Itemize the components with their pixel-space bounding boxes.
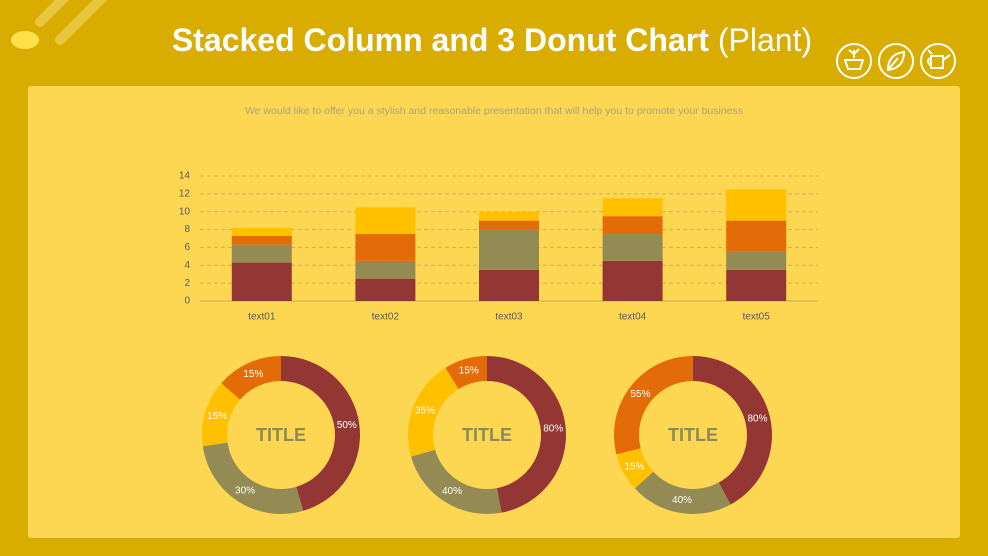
bar-segment [355,234,416,261]
bar-segment [231,262,292,301]
donut-slice [614,356,693,455]
icon-leaf [878,43,914,79]
y-tick-label: 4 [184,260,190,271]
data-label: 55% [631,389,651,400]
data-label: 35% [415,406,435,417]
icon-plant-pot-shape [843,48,865,70]
donut-slice [202,383,241,447]
data-label: 40% [442,486,462,497]
donut-slice [202,442,304,514]
bar-segment [355,260,416,279]
data-label: 40% [672,495,692,506]
x-tick-label: text05 [743,312,771,323]
donut-slice [487,356,567,513]
bar-segment [231,244,292,263]
bar-segment [479,269,539,301]
icon-watering-can-shape [927,49,951,69]
icons [836,43,956,79]
bar-segment [355,278,416,301]
y-tick-label: 12 [179,188,191,199]
title-main: Stacked Column and 3 Donut Chart [172,22,709,58]
x-tick-label: text03 [495,312,523,323]
y-tick-label: 0 [184,296,190,307]
decoration [11,31,39,49]
donut-slice [445,356,487,390]
data-label: 30% [235,486,255,497]
decoration [35,0,70,27]
donut-title: TITLE [256,425,306,445]
bar-segment [602,216,663,235]
data-label: 15% [459,366,479,377]
bar-segment [726,220,787,252]
bar-segment [355,207,416,235]
y-tick-label: 2 [184,278,190,289]
y-tick-label: 8 [184,224,190,235]
donut-title: TITLE [668,425,718,445]
donut-slice [411,449,502,514]
donut-slice [407,367,459,457]
bar-segment [602,234,663,261]
bar-segment [479,211,539,221]
bar-segment [726,269,787,301]
bar-segment [726,251,787,270]
bar-segment [602,198,663,217]
title-suffix: (Plant) [718,22,812,58]
bar-segment [231,235,292,245]
y-tick-label: 6 [184,242,190,253]
content-panel [28,86,960,538]
data-label: 80% [543,424,563,435]
slide-title: Stacked Column and 3 Donut Chart (Plant) [172,22,812,58]
x-tick-label: text01 [248,312,276,323]
x-tick-label: text02 [372,312,400,323]
donut-title: TITLE [462,425,512,445]
bar-segment [602,260,663,301]
data-label: 15% [207,411,227,422]
bar-segment [231,227,292,236]
x-tick-label: text04 [619,312,647,323]
donut-slice [693,356,773,505]
decoration [55,0,108,45]
y-tick-label: 14 [179,171,191,182]
bar-segment [479,220,539,230]
icon-plant-pot [836,43,872,79]
y-tick-label: 10 [179,206,191,217]
donut-slice [221,356,281,400]
data-label: 50% [337,420,357,431]
icon-watering-can [920,43,956,79]
bar-segment [726,189,787,221]
subtitle: We would like to offer you a stylish and… [245,105,743,117]
donut-slice [281,356,361,511]
donut-slice [634,471,731,514]
donut-slice [616,448,654,489]
data-label: 15% [625,461,645,472]
data-label: 80% [747,413,767,424]
data-label: 15% [243,369,263,380]
bar-segment [479,229,539,270]
icon-leaf-shape [886,50,906,72]
